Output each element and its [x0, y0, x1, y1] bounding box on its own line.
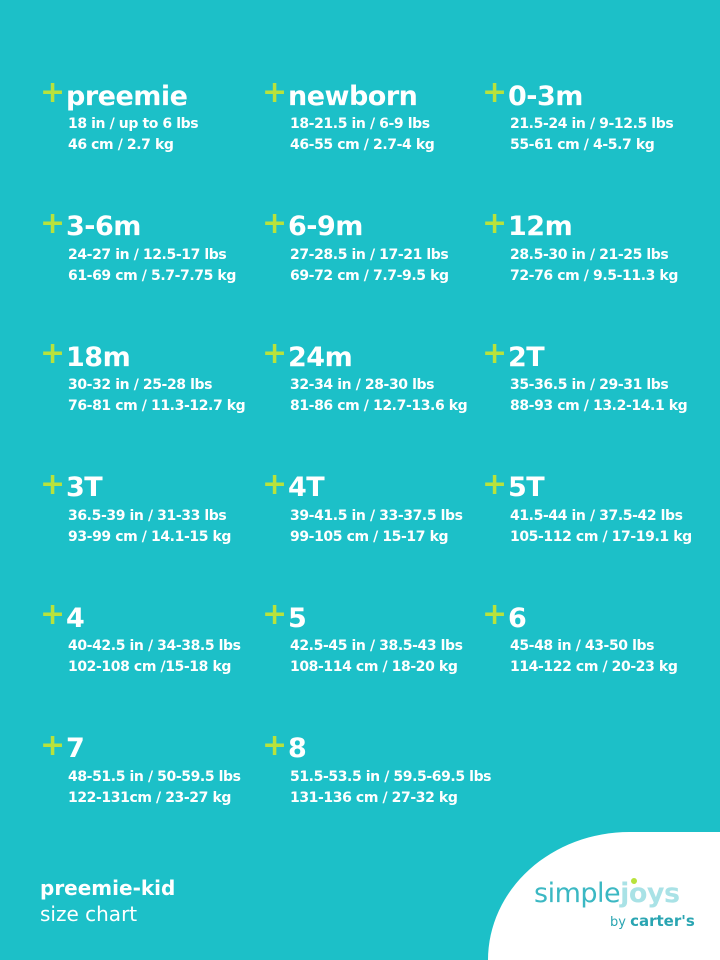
- logo-dot: [631, 878, 637, 884]
- size-entry: +4T 39-41.5 in / 33-37.5 lbs 99-105 cm /…: [262, 466, 482, 548]
- size-metric: 105-112 cm / 17-19.1 kg: [510, 528, 692, 545]
- size-metric: 76-81 cm / 11.3-12.7 kg: [68, 398, 246, 414]
- plus-icon: +: [262, 205, 288, 241]
- logo-by-carters: by carter's: [610, 912, 695, 930]
- size-name: 0-3m: [508, 80, 583, 112]
- size-metric: 69-72 cm / 7.7-9.5 kg: [290, 267, 449, 284]
- size-name: 8: [288, 733, 307, 764]
- size-name: 12m: [508, 211, 573, 242]
- size-imperial: 30-32 in / 25-28 lbs: [68, 377, 213, 393]
- size-imperial: 51.5-53.5 in / 59.5-69.5 lbs: [290, 768, 492, 785]
- plus-icon: +: [40, 466, 66, 502]
- size-metric: 93-99 cm / 14.1-15 kg: [68, 528, 232, 545]
- logo-simple: simple: [534, 878, 621, 909]
- size-entry: +3T 36.5-39 in / 31-33 lbs 93-99 cm / 14…: [40, 466, 260, 548]
- size-entry: +2T 35-36.5 in / 29-31 lbs 88-93 cm / 13…: [482, 339, 702, 417]
- size-entry: +12m 28.5-30 in / 21-25 lbs 72-76 cm / 9…: [482, 205, 702, 287]
- plus-icon: +: [40, 75, 66, 110]
- size-entry: + preemie 18 in / up to 6 lbs 46 cm / 2.7…: [40, 78, 260, 156]
- size-name: 5: [288, 602, 307, 634]
- size-entry: + newborn 18-21.5 in / 6-9 lbs 46-55 cm /…: [262, 78, 482, 156]
- plus-icon: +: [482, 336, 508, 371]
- size-name: newborn: [288, 80, 418, 112]
- caption-subtitle: size chart: [40, 902, 138, 926]
- plus-icon: +: [40, 205, 66, 241]
- size-metric: 102-108 cm /15-18 kg: [68, 659, 231, 675]
- size-name: 3T: [66, 472, 103, 503]
- size-entry: +7 48-51.5 in / 50-59.5 lbs 122-131cm / …: [40, 727, 260, 809]
- size-imperial: 41.5-44 in / 37.5-42 lbs: [510, 507, 683, 524]
- logo-joys: joys: [620, 878, 680, 909]
- plus-icon: +: [262, 75, 288, 110]
- size-imperial: 24-27 in / 12.5-17 lbs: [68, 246, 227, 263]
- size-name: 24m: [288, 341, 353, 373]
- size-metric: 81-86 cm / 12.7-13.6 kg: [290, 398, 468, 414]
- size-name: 4T: [288, 472, 325, 503]
- size-entry: +5T 41.5-44 in / 37.5-42 lbs 105-112 cm …: [482, 466, 702, 548]
- size-entry: +4 40-42.5 in / 34-38.5 lbs 102-108 cm /…: [40, 600, 260, 678]
- size-metric: 61-69 cm / 5.7-7.75 kg: [68, 267, 236, 284]
- plus-icon: +: [482, 597, 508, 632]
- size-metric: 131-136 cm / 27-32 kg: [290, 789, 458, 806]
- size-name: preemie: [66, 80, 188, 112]
- caption-title: preemie-kid: [40, 876, 176, 900]
- logo-by: by: [610, 915, 626, 930]
- size-imperial: 35-36.5 in / 29-31 lbs: [510, 377, 669, 393]
- size-entry: +24m 32-34 in / 28-30 lbs 81-86 cm / 12.…: [262, 339, 482, 417]
- size-entry: +6-9m 27-28.5 in / 17-21 lbs 69-72 cm / …: [262, 205, 482, 287]
- size-name: 2T: [508, 341, 545, 373]
- size-entry: +3-6m 24-27 in / 12.5-17 lbs 61-69 cm / …: [40, 205, 260, 287]
- plus-icon: +: [40, 597, 66, 632]
- size-imperial: 39-41.5 in / 33-37.5 lbs: [290, 507, 463, 524]
- plus-icon: +: [40, 727, 66, 763]
- plus-icon: +: [262, 597, 288, 632]
- size-metric: 55-61 cm / 4-5.7 kg: [510, 137, 655, 153]
- plus-icon: +: [262, 336, 288, 371]
- size-metric: 46-55 cm / 2.7-4 kg: [290, 137, 435, 153]
- size-imperial: 18-21.5 in / 6-9 lbs: [290, 116, 430, 132]
- size-entry: +8 51.5-53.5 in / 59.5-69.5 lbs 131-136 …: [262, 727, 492, 809]
- size-imperial: 48-51.5 in / 50-59.5 lbs: [68, 768, 241, 785]
- size-imperial: 21.5-24 in / 9-12.5 lbs: [510, 116, 674, 132]
- size-imperial: 42.5-45 in / 38.5-43 lbs: [290, 638, 463, 654]
- size-imperial: 32-34 in / 28-30 lbs: [290, 377, 435, 393]
- size-entry: +18m 30-32 in / 25-28 lbs 76-81 cm / 11.…: [40, 339, 260, 417]
- size-metric: 108-114 cm / 18-20 kg: [290, 659, 458, 675]
- size-imperial: 45-48 in / 43-50 lbs: [510, 638, 655, 654]
- plus-icon: +: [262, 466, 288, 502]
- size-name: 6: [508, 602, 527, 634]
- plus-icon: +: [262, 727, 288, 763]
- size-metric: 72-76 cm / 9.5-11.3 kg: [510, 267, 678, 284]
- size-imperial: 27-28.5 in / 17-21 lbs: [290, 246, 449, 263]
- size-metric: 99-105 cm / 15-17 kg: [290, 528, 449, 545]
- plus-icon: +: [40, 336, 66, 371]
- size-name: 5T: [508, 472, 545, 503]
- chart-caption: preemie-kid size chart: [40, 875, 175, 927]
- size-imperial: 40-42.5 in / 34-38.5 lbs: [68, 638, 241, 654]
- size-name: 4: [66, 602, 85, 634]
- size-name: 18m: [66, 341, 131, 373]
- size-entry: +5 42.5-45 in / 38.5-43 lbs 108-114 cm /…: [262, 600, 482, 678]
- size-name: 7: [66, 733, 85, 764]
- size-entry: +6 45-48 in / 43-50 lbs 114-122 cm / 20-…: [482, 600, 702, 678]
- size-metric: 88-93 cm / 13.2-14.1 kg: [510, 398, 688, 414]
- size-metric: 46 cm / 2.7 kg: [68, 137, 174, 153]
- plus-icon: +: [482, 75, 508, 110]
- brand-logo: simplejoys by carter's: [534, 878, 714, 930]
- logo-carters: carter's: [630, 912, 695, 930]
- size-name: 3-6m: [66, 211, 141, 242]
- size-entry: +0-3m 21.5-24 in / 9-12.5 lbs 55-61 cm /…: [482, 78, 702, 156]
- size-metric: 122-131cm / 23-27 kg: [68, 789, 231, 806]
- size-name: 6-9m: [288, 211, 363, 242]
- plus-icon: +: [482, 466, 508, 502]
- size-imperial: 28.5-30 in / 21-25 lbs: [510, 246, 669, 263]
- size-metric: 114-122 cm / 20-23 kg: [510, 659, 678, 675]
- plus-icon: +: [482, 205, 508, 241]
- size-imperial: 36.5-39 in / 31-33 lbs: [68, 507, 227, 524]
- size-imperial: 18 in / up to 6 lbs: [68, 116, 199, 132]
